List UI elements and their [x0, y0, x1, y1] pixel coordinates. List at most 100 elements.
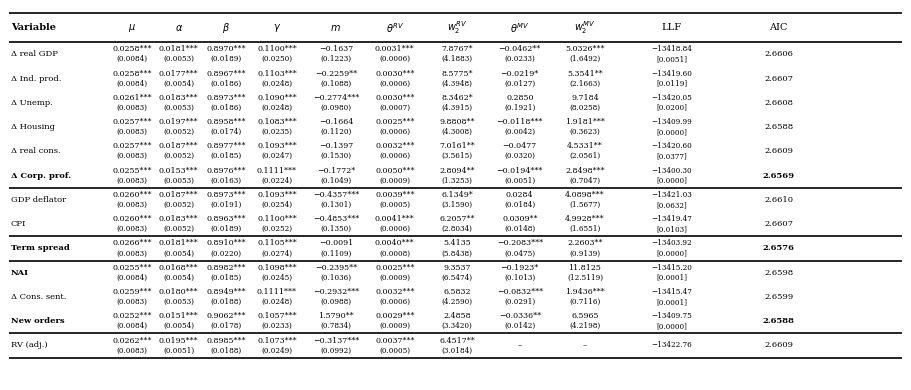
Text: (0.0247): (0.0247): [261, 152, 292, 160]
Text: −13415.20: −13415.20: [651, 264, 692, 272]
Text: (0.0254): (0.0254): [261, 201, 292, 209]
Text: 0.0252***: 0.0252***: [113, 312, 152, 320]
Text: 2.6610: 2.6610: [764, 196, 793, 204]
Text: [0.0632]: [0.0632]: [656, 201, 687, 209]
Text: (0.0052): (0.0052): [163, 152, 194, 160]
Text: (0.1223): (0.1223): [321, 55, 352, 63]
Text: 6.1349*: 6.1349*: [442, 191, 473, 199]
Text: (4.3948): (4.3948): [442, 80, 473, 87]
Text: Δ Cons. sent.: Δ Cons. sent.: [11, 293, 67, 301]
Text: (0.0083): (0.0083): [117, 152, 148, 160]
Text: (0.0245): (0.0245): [261, 274, 292, 282]
Text: (1.3253): (1.3253): [442, 177, 473, 184]
Text: (0.0185): (0.0185): [210, 274, 241, 282]
Text: 2.6609: 2.6609: [764, 147, 793, 155]
Text: Δ Corp. prof.: Δ Corp. prof.: [11, 172, 71, 180]
Text: 0.0187***: 0.0187***: [159, 191, 199, 199]
Text: 0.1057***: 0.1057***: [257, 312, 297, 320]
Text: (0.0291): (0.0291): [504, 298, 536, 306]
Text: (0.0184): (0.0184): [504, 201, 536, 209]
Text: 2.6607: 2.6607: [764, 220, 793, 228]
Text: (0.0053): (0.0053): [163, 55, 194, 63]
Text: (0.0042): (0.0042): [504, 128, 536, 136]
Text: (0.0248): (0.0248): [261, 80, 292, 87]
Text: (8.0258): (8.0258): [569, 104, 600, 112]
Text: (0.0054): (0.0054): [163, 274, 194, 282]
Text: 0.0197***: 0.0197***: [159, 118, 199, 126]
Text: 0.9062***: 0.9062***: [206, 312, 246, 320]
Text: 0.8970***: 0.8970***: [206, 45, 246, 53]
Text: 0.0187***: 0.0187***: [159, 142, 199, 151]
Text: (0.1109): (0.1109): [320, 249, 352, 257]
Text: (0.0084): (0.0084): [117, 274, 148, 282]
Text: −0.4357***: −0.4357***: [312, 191, 359, 199]
Text: $\beta$: $\beta$: [222, 21, 230, 35]
Text: −0.0091: −0.0091: [319, 239, 353, 247]
Text: (0.0148): (0.0148): [504, 225, 536, 233]
Text: 2.6607: 2.6607: [764, 74, 793, 83]
Text: (0.1530): (0.1530): [321, 152, 352, 160]
Text: (0.0052): (0.0052): [163, 128, 194, 136]
Text: 0.0037***: 0.0037***: [375, 337, 415, 344]
Text: −0.0832***: −0.0832***: [496, 288, 543, 296]
Text: −0.1664: −0.1664: [319, 118, 353, 126]
Text: Term spread: Term spread: [11, 245, 70, 252]
Text: −13409.75: −13409.75: [651, 312, 692, 320]
Text: 0.1073***: 0.1073***: [257, 337, 297, 344]
Text: (0.0249): (0.0249): [261, 346, 292, 355]
Text: (0.0052): (0.0052): [163, 201, 194, 209]
Text: (0.0250): (0.0250): [261, 55, 292, 63]
Text: $\gamma$: $\gamma$: [273, 22, 281, 34]
Text: (0.0233): (0.0233): [505, 55, 536, 63]
Text: (0.0235): (0.0235): [261, 128, 292, 136]
Text: −0.2395**: −0.2395**: [315, 264, 357, 272]
Text: 0.0031***: 0.0031***: [375, 45, 415, 53]
Text: 4.0898***: 4.0898***: [565, 191, 605, 199]
Text: (0.1120): (0.1120): [320, 128, 352, 136]
Text: 0.0040***: 0.0040***: [375, 239, 415, 247]
Text: (0.0006): (0.0006): [379, 298, 410, 306]
Text: 0.8982***: 0.8982***: [206, 264, 246, 272]
Text: (0.0083): (0.0083): [117, 128, 148, 136]
Text: 0.1100***: 0.1100***: [257, 215, 297, 223]
Text: (0.0053): (0.0053): [163, 298, 194, 306]
Text: −0.0219*: −0.0219*: [501, 69, 539, 78]
Text: [0.0103]: [0.0103]: [656, 225, 687, 233]
Text: 9.7184: 9.7184: [571, 94, 599, 102]
Text: 0.0177***: 0.0177***: [159, 69, 199, 78]
Text: 0.0151***: 0.0151***: [159, 312, 199, 320]
Text: (0.1350): (0.1350): [321, 225, 352, 233]
Text: 1.9436***: 1.9436***: [565, 288, 605, 296]
Text: −0.0336**: −0.0336**: [498, 312, 541, 320]
Text: (0.0083): (0.0083): [117, 104, 148, 112]
Text: 6.5965: 6.5965: [571, 312, 599, 320]
Text: (3.3420): (3.3420): [442, 322, 473, 330]
Text: 0.1111***: 0.1111***: [257, 167, 297, 175]
Text: −0.0477: −0.0477: [503, 142, 537, 151]
Text: (0.0988): (0.0988): [321, 298, 352, 306]
Text: (0.9139): (0.9139): [569, 249, 600, 257]
Text: (1.6551): (1.6551): [569, 225, 600, 233]
Text: 4.5331**: 4.5331**: [567, 142, 603, 151]
Text: −0.4853***: −0.4853***: [312, 215, 359, 223]
Text: 0.0258***: 0.0258***: [113, 69, 152, 78]
Text: 0.0181***: 0.0181***: [159, 45, 199, 53]
Text: 0.8976***: 0.8976***: [206, 167, 246, 175]
Text: (0.0233): (0.0233): [261, 322, 292, 330]
Text: (0.1013): (0.1013): [504, 274, 536, 282]
Text: 6.2057**: 6.2057**: [439, 215, 475, 223]
Text: −13403.92: −13403.92: [651, 239, 691, 247]
Text: (0.0007): (0.0007): [379, 104, 410, 112]
Text: 2.4858: 2.4858: [444, 312, 471, 320]
Text: −13420.05: −13420.05: [651, 94, 692, 102]
Text: −13422.76: −13422.76: [651, 342, 692, 349]
Text: [0.0051]: [0.0051]: [656, 55, 687, 63]
Text: −0.2774***: −0.2774***: [312, 94, 359, 102]
Text: (0.0084): (0.0084): [117, 80, 148, 87]
Text: 0.0259***: 0.0259***: [113, 288, 152, 296]
Text: (3.5615): (3.5615): [442, 152, 473, 160]
Text: −0.0194***: −0.0194***: [496, 167, 543, 175]
Text: 0.0039***: 0.0039***: [375, 191, 415, 199]
Text: (0.7047): (0.7047): [569, 177, 600, 184]
Text: –: –: [583, 342, 587, 349]
